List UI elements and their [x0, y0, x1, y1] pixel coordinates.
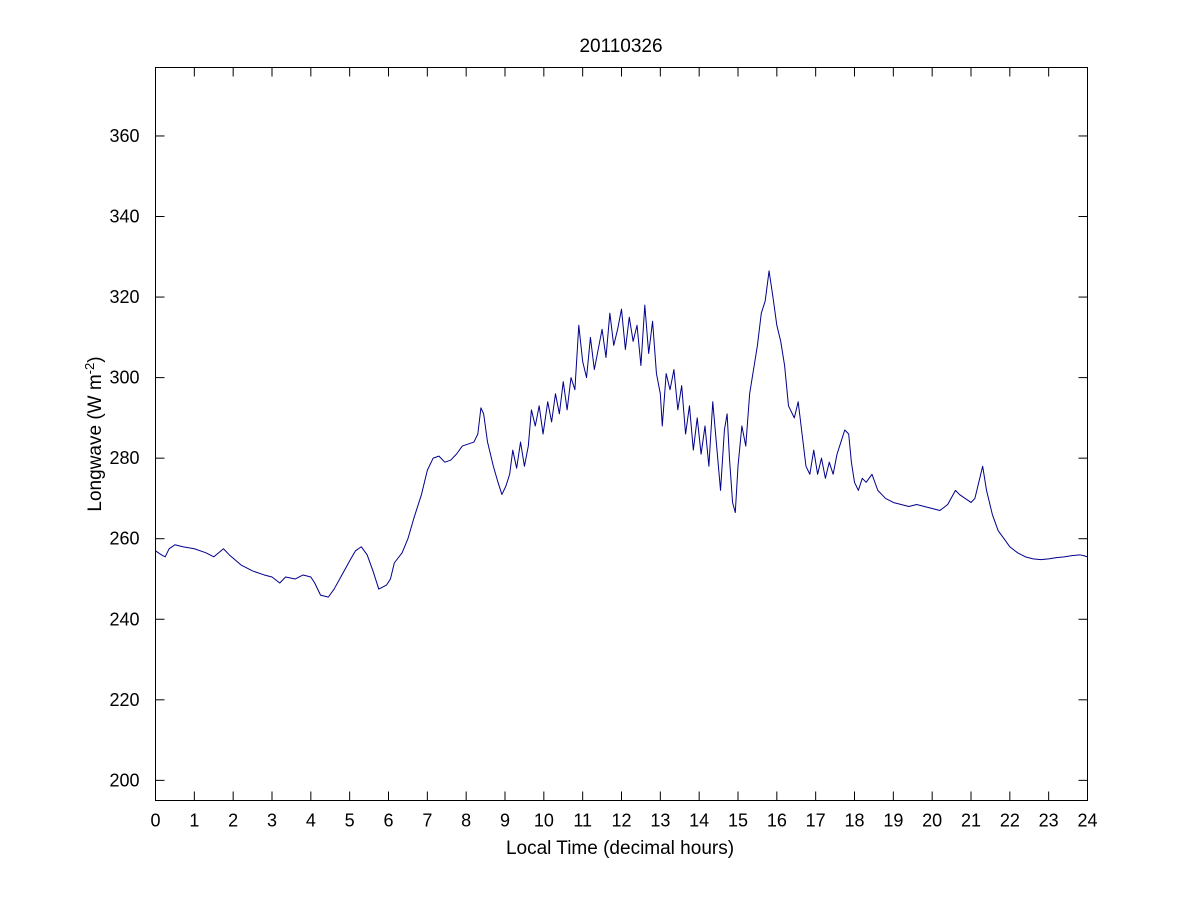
x-tick-label: 5	[345, 811, 355, 831]
x-tick-label: 4	[306, 811, 316, 831]
x-tick-label: 23	[1039, 811, 1059, 831]
longwave-series-line	[155, 270, 1088, 598]
x-tick-label: 12	[611, 811, 631, 831]
y-axis-label-end: )	[85, 356, 106, 362]
x-tick-label: 8	[461, 811, 471, 831]
x-tick-label: 0	[150, 811, 160, 831]
y-axis-label-superscript: -2	[82, 363, 97, 375]
x-tick-label: 11	[573, 811, 592, 831]
x-tick-label: 17	[806, 811, 826, 831]
series-layer	[155, 270, 1088, 598]
x-tick-label: 16	[767, 811, 787, 831]
x-axis-ticks: 0 1 2 3 4 5 6 7 8 9 10 11 12 13 14 15 16 17 18 19 20 21 22 23 24	[150, 67, 1098, 831]
x-tick-label: 20	[922, 811, 942, 831]
x-tick-label: 15	[728, 811, 748, 831]
x-tick-label: 2	[228, 811, 238, 831]
y-tick-label: 320	[109, 287, 139, 307]
y-tick-label: 300	[109, 368, 139, 388]
y-tick-label: 280	[109, 448, 139, 468]
plot-area	[155, 67, 1088, 801]
x-tick-label: 24	[1077, 811, 1097, 831]
x-tick-label: 7	[422, 811, 432, 831]
y-tick-label: 220	[109, 690, 139, 710]
y-tick-label: 340	[109, 207, 139, 227]
x-tick-label: 3	[267, 811, 277, 831]
y-tick-label: 360	[109, 126, 139, 146]
x-tick-label: 1	[189, 811, 199, 831]
x-tick-label: 13	[650, 811, 670, 831]
chart-title: 20110326	[579, 36, 662, 57]
x-tick-label: 19	[883, 811, 903, 831]
y-axis-ticks: 200 220 240 260 280 300 320 340 360	[109, 126, 1088, 790]
y-tick-label: 240	[109, 609, 139, 629]
x-tick-label: 10	[534, 811, 554, 831]
x-tick-label: 18	[844, 811, 864, 831]
x-tick-label: 21	[961, 811, 981, 831]
y-axis-label-main: Longwave (W m	[85, 374, 106, 511]
x-tick-label: 6	[383, 811, 393, 831]
y-tick-label: 260	[109, 529, 139, 549]
x-tick-label: 22	[1000, 811, 1020, 831]
x-axis-label: Local Time (decimal hours)	[506, 838, 734, 859]
y-tick-label: 200	[109, 770, 139, 790]
y-axis-label: Longwave (W m-2)	[82, 356, 106, 511]
x-tick-label: 9	[500, 811, 510, 831]
x-tick-label: 14	[689, 811, 709, 831]
